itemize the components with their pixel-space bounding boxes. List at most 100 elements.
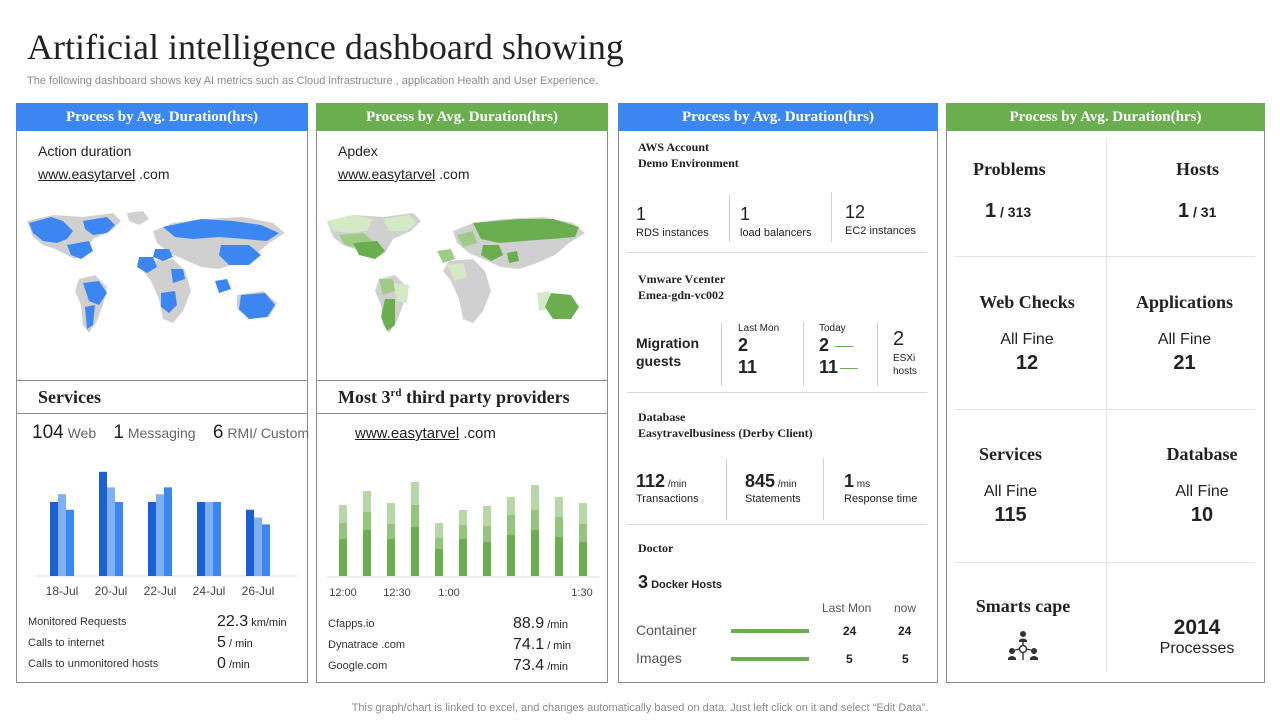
aws-stat: 12 EC2 instances <box>845 202 916 237</box>
metric-label: Cfapps.io <box>328 618 375 630</box>
trend-line <box>840 367 859 369</box>
page-title: Artificial intelligence dashboard showin… <box>27 27 624 67</box>
aws-title: AWS Account Demo Environment <box>638 139 739 171</box>
link-part: www.easy <box>355 425 423 442</box>
column-label: Last Mon <box>738 323 780 334</box>
database-title: Database Easytravelbusiness (Derby Clien… <box>638 409 813 441</box>
link-part: .com <box>459 425 496 442</box>
value: 115 <box>994 504 1027 526</box>
panel-infrastructure: Process by Avg. Duration(hrs) AWS Accoun… <box>618 103 938 683</box>
aws-stat: 1 load balancers <box>740 204 812 239</box>
label: Transactions <box>636 493 699 505</box>
metric-label: Monitored Requests <box>28 616 127 628</box>
processes-label: Processes <box>1159 640 1235 657</box>
title-sup: rd <box>390 387 402 399</box>
x-tick-label: 18-Jul <box>46 584 79 598</box>
stat-label: Messaging <box>124 425 196 441</box>
bar <box>107 487 115 576</box>
divider <box>955 562 1255 563</box>
problems-value: 1 / 313 <box>985 200 1031 223</box>
applications-title: Applications <box>1135 292 1234 312</box>
bar-segment <box>459 525 467 539</box>
bar <box>66 509 74 576</box>
processes-value: 2014 <box>1173 616 1221 639</box>
divider <box>955 256 1255 257</box>
hosts-value: 1 / 31 <box>1178 200 1216 223</box>
bar <box>115 501 123 576</box>
aws-title-line: Demo Environment <box>638 156 739 170</box>
divider <box>726 458 727 520</box>
database-title-line: Easytravelbusiness (Derby Client) <box>638 426 813 440</box>
value: 112 <box>636 471 666 491</box>
bar-segment <box>507 497 515 515</box>
label: hosts <box>893 366 917 377</box>
value: 5 <box>902 652 909 666</box>
bar-segment <box>339 505 347 523</box>
stat-label: load balancers <box>740 227 812 239</box>
db-stat: 1 ms Response time <box>844 471 917 505</box>
bar-segment <box>435 549 443 576</box>
metric-value: 73.4 /min <box>513 657 568 674</box>
vmware-title: Vmware Vcenter Emea-gdn-vc002 <box>638 271 725 303</box>
web-checks-title: Web Checks <box>979 292 1075 312</box>
x-tick-label: 24-Jul <box>193 584 226 598</box>
divider <box>317 380 607 381</box>
services-bar-chart: 18-Jul 20-Jul 22-Jul 24-Jul 26-Jul <box>37 471 297 598</box>
divider <box>627 524 927 525</box>
bar-segment <box>579 542 587 576</box>
docker-hosts: 3 Docker Hosts <box>638 572 722 593</box>
database-title: Database <box>1166 444 1238 464</box>
total: / 31 <box>1189 204 1217 220</box>
bar-segment <box>363 530 371 576</box>
label: ESXi <box>893 353 916 364</box>
x-tick-label: 26-Jul <box>242 584 275 598</box>
value: 11 <box>738 357 758 377</box>
world-map-blue-icon <box>27 211 285 333</box>
bar-segment <box>363 491 371 512</box>
value: 1 <box>844 471 855 491</box>
problems-title: Problems <box>973 159 1046 179</box>
panel-header: Process by Avg. Duration(hrs) <box>618 103 938 131</box>
esxi-hosts: 2 ESXi hosts <box>893 329 917 378</box>
divider <box>721 322 722 386</box>
website-link[interactable]: www.easytarvel .com <box>338 166 470 182</box>
bar-segment <box>435 523 443 538</box>
value: 2 <box>819 335 830 355</box>
bar-segment <box>531 485 539 510</box>
x-tick-label: 12:30 <box>383 587 411 599</box>
value: 21 <box>1173 352 1196 374</box>
bar-segment <box>579 524 587 542</box>
divider <box>17 380 307 381</box>
bar-segment <box>339 539 347 576</box>
bar <box>254 517 262 576</box>
link-part: .com <box>435 166 470 182</box>
bar-segment <box>411 482 419 505</box>
migration-label: Migration guests <box>636 334 699 370</box>
divider <box>17 413 307 414</box>
website-link[interactable]: www.easytarvel .com <box>38 166 170 182</box>
bar-segment <box>459 539 467 576</box>
metric-value: 5 / min <box>217 634 253 651</box>
metric-label: Google.com <box>328 660 388 672</box>
panel-header: Process by Avg. Duration(hrs) <box>316 103 608 131</box>
aws-title-line: AWS Account <box>638 140 710 154</box>
stat-label: RDS instances <box>636 227 709 239</box>
panel-header: Process by Avg. Duration(hrs) <box>16 103 308 131</box>
section-title: Services <box>38 387 101 407</box>
website-link[interactable]: www.easytarvel .com <box>355 425 496 442</box>
vmware-title-line: Vmware Vcenter <box>638 272 726 286</box>
panel-header: Process by Avg. Duration(hrs) <box>946 103 1265 131</box>
images-bar <box>731 657 809 661</box>
divider <box>1106 138 1107 672</box>
footer-note: This graph/chart is linked to excel, and… <box>351 702 929 714</box>
x-tick-label: 22-Jul <box>144 584 177 598</box>
value: 1 <box>985 200 997 222</box>
stat-value: 12 <box>845 202 866 222</box>
x-tick-label: 12:00 <box>329 587 357 599</box>
smartscape-title: Smarts cape <box>975 596 1071 616</box>
metric-value: 22.3 km/min <box>217 613 287 630</box>
stat-value: 1 <box>740 204 751 224</box>
metric-label: Calls to internet <box>28 637 105 649</box>
panel-label: Apdex <box>338 143 378 159</box>
doctor-title: Doctor <box>638 541 674 555</box>
